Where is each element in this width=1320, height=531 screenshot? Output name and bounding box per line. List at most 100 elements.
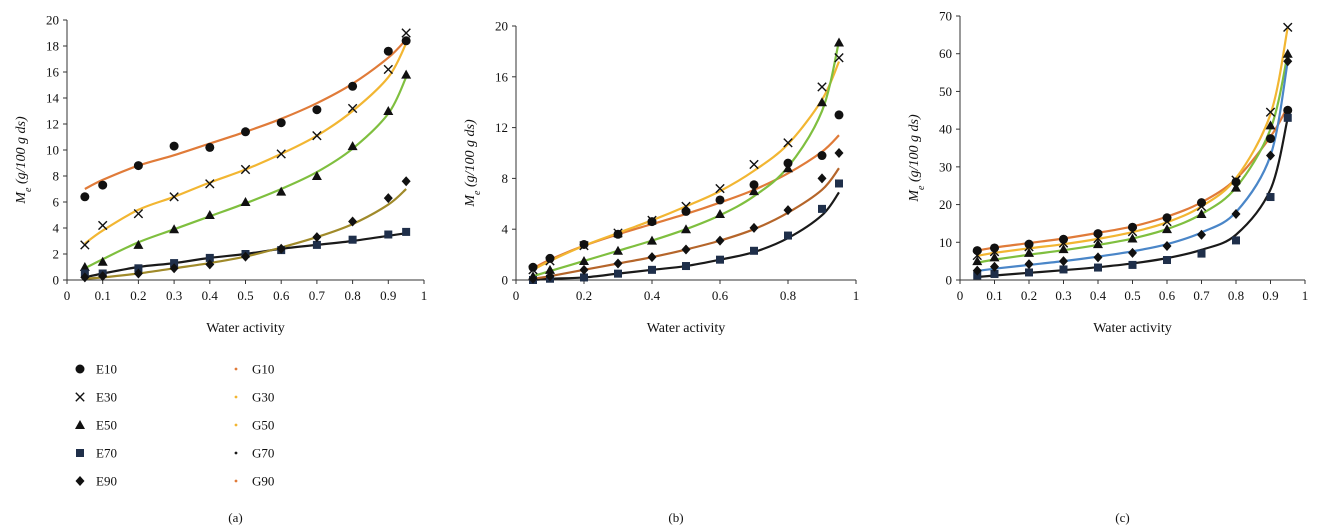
y-axis-label-subscript: e [23,187,34,192]
data-point-e90 [98,271,108,282]
data-point-e90 [1231,209,1241,219]
data-point-e30-stroke-b [613,228,623,238]
legend-swatch-g10 [234,367,238,371]
data-point-e70 [682,262,690,271]
data-point-e30 [545,256,555,266]
data-point-e30 [1127,227,1138,237]
data-point-e30-stroke-b [401,28,411,38]
panel-label: (c) [1115,510,1129,525]
x-tick-label: 0.2 [576,288,592,303]
data-point-e30 [989,247,1000,257]
x-axis-label: Water activity [647,321,726,336]
y-axis-label: Me (g/100 g ds) [14,116,34,205]
data-point-e10 [834,110,844,120]
fit-line-g10 [84,38,407,190]
data-point-e90 [715,235,725,246]
legend-label: G70 [252,446,274,461]
data-point-e50 [1093,239,1103,249]
data-point-e30 [817,82,827,92]
data-point-e70 [784,231,792,240]
data-point-e50 [204,210,215,219]
data-point-e10 [681,206,691,216]
y-tick-label: 16 [495,69,509,84]
legend-swatch-g70 [234,451,238,455]
data-point-e10 [80,192,90,202]
data-point-e50 [613,245,623,255]
data-point-e50 [240,197,251,206]
data-point-e90 [1283,56,1293,67]
data-point-e70 [1163,256,1171,265]
data-point-e90 [749,222,759,233]
chart-panel-2: 0 0.2 0.4 0.6 0.8 1 0 4 8 12 16 20 Water activity Me … [463,19,859,526]
data-point-e30-stroke-b [383,64,393,75]
data-point-e90 [817,173,827,184]
data-point-e50 [545,264,555,274]
data-point-e70 [1128,260,1137,269]
legend-label: G10 [252,362,274,377]
legend-swatch-g30 [234,395,238,399]
y-axis-label-main: M [907,189,922,203]
x-tick-label: 0.9 [1262,288,1278,303]
data-point-e90 [1197,229,1206,240]
data-point-e30-stroke-b [240,164,251,175]
data-point-e30-stroke-b [312,131,322,141]
y-axis-label-subscript: e [472,190,483,195]
data-point-e30 [240,164,251,175]
data-point-e90 [647,252,657,263]
data-point-e70 [1094,263,1102,272]
x-tick-label: 0.2 [1021,288,1037,303]
data-point-e30-stroke-b [528,265,538,275]
data-point-e90 [205,259,215,270]
y-tick-label: 10 [46,143,59,158]
legend-marker-e30-stroke-b [75,392,85,402]
data-point-e50 [783,163,793,173]
x-tick-label: 0.1 [95,288,111,303]
data-point-e30-stroke-b [817,82,827,92]
data-point-e30-stroke-b [276,149,286,159]
x-tick-label: 0.5 [237,288,253,303]
data-point-e10 [749,180,759,190]
data-point-e30 [80,240,90,250]
legend-marker-e70 [76,449,84,457]
legend-label: G50 [252,418,274,433]
data-point-e50 [817,97,827,107]
x-tick-label: 0.3 [1055,288,1071,303]
y-axis-label-units: (g/100 g ds) [907,114,922,186]
data-point-e70 [384,230,393,239]
fit-line-g50 [532,40,841,278]
data-point-e30 [749,159,759,170]
y-tick-label: 30 [939,159,952,174]
y-axis-label-subscript: e [916,185,927,190]
data-point-e10 [1283,105,1293,115]
y-tick-label: 20 [46,13,59,28]
legend-label: E70 [96,446,117,461]
legend-label: E90 [96,474,117,489]
data-point-e30-stroke-b [1265,107,1276,117]
data-point-e10 [545,253,555,263]
data-point-e50 [1265,120,1276,130]
y-tick-label: 18 [46,39,59,54]
data-point-e50 [276,186,287,196]
data-point-e30-stroke-b [1093,233,1103,244]
data-point-e10 [528,262,538,272]
data-point-e70 [818,204,826,213]
data-point-e30 [383,64,393,75]
data-point-e90 [834,148,844,158]
data-point-e30 [834,53,844,63]
y-tick-label: 14 [46,91,60,106]
data-point-e50 [347,141,358,151]
x-tick-label: 0.3 [166,288,182,303]
data-point-e90 [1128,247,1137,258]
data-point-e70 [205,253,214,262]
y-tick-label: 8 [502,171,509,186]
data-point-e50 [989,252,1000,262]
data-point-e50 [1282,48,1293,58]
fit-line-g30 [977,27,1289,257]
data-point-e90 [579,264,589,275]
data-point-e30-stroke-b [1024,242,1034,252]
x-axis-label: Water activity [206,321,285,336]
x-tick-label: 0.4 [202,288,219,303]
data-point-e30-stroke-b [1283,22,1293,33]
data-point-e30-stroke-b [1196,201,1207,212]
